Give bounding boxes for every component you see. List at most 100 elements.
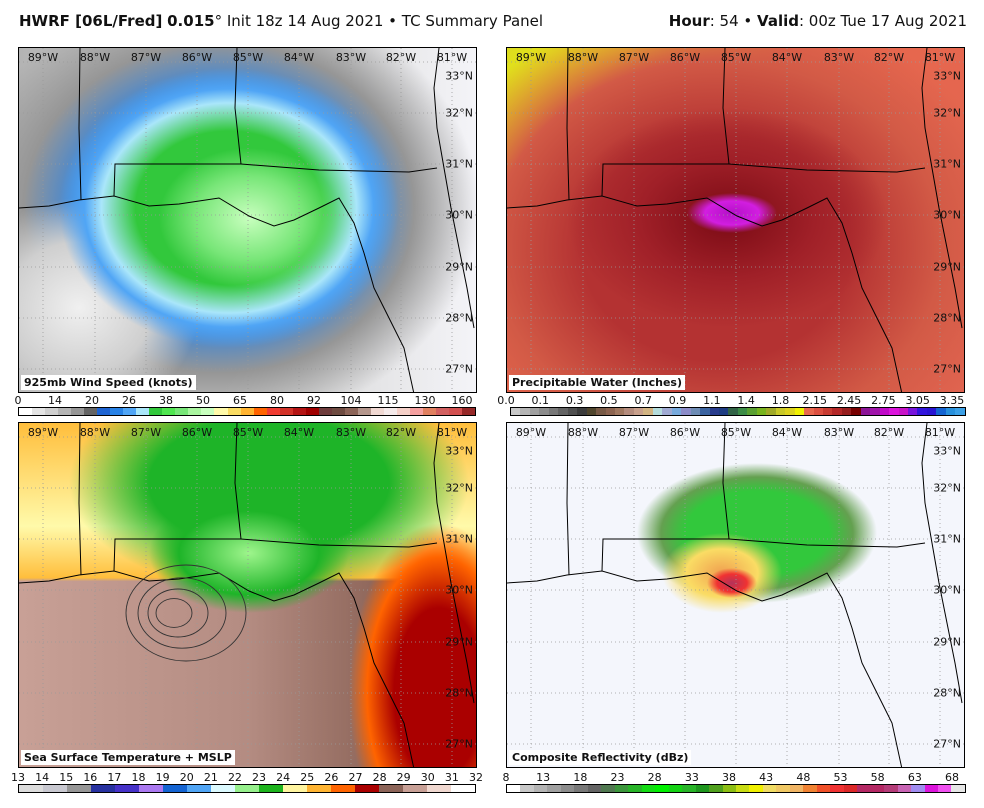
colorbar-tick-label: 58 [870,771,885,784]
lat-label: 32°N [933,481,961,495]
colorbar-swatch [775,408,786,415]
colorbar-swatch [383,408,397,415]
colorbar-swatch [695,785,710,792]
state-border-ms-al [566,423,570,576]
colorbar-swatch [357,408,371,415]
lon-label: 87°W [618,426,650,439]
lat-label: 33°N [445,69,473,83]
colorbar-tick-label: 104 [340,394,362,407]
colorbar-swatch [422,408,436,415]
lon-label: 83°W [823,51,855,64]
lon-label: 85°W [720,426,752,439]
colorbar-swatch [614,785,629,792]
colorbar-tick-label: 31 [444,771,459,784]
colorbar-swatch [747,408,757,415]
colorbar-swatch [924,785,938,792]
colorbar-wind-speed: 0 14 20 26 38 50 65 80 92 104 115 130 160 [14,394,476,418]
colorbar-swatch [756,408,767,415]
colorbar-swatch [240,408,254,415]
colorbar-tick-label: 53 [833,771,848,784]
colorbar-swatch [822,408,833,415]
colorbar-tick-label: 28 [372,771,387,784]
colorbar-tick-label: 0 [14,394,22,407]
colorbar-tick-label: 26 [324,771,339,784]
colorbar-swatch [709,408,719,415]
colorbar-swatch [331,785,355,792]
lon-label: 87°W [130,51,162,64]
state-border-ms-al [78,48,82,201]
lat-label: 33°N [933,69,961,83]
coastline-east [921,423,963,704]
colorbar-swatch [898,408,909,415]
colorbar-swatch [188,408,202,415]
degree-sign: ° [214,12,223,30]
colorbar-tick-label: 20 [85,394,99,407]
colorbar-tick-label: 14 [48,394,62,407]
colorbar-swatch [936,408,946,415]
lat-label: 30°N [445,583,473,597]
colorbar-swatch [283,785,307,792]
colorbar-swatch [830,785,844,792]
coastline [507,195,903,392]
colorbar-swatch [737,408,748,415]
colorbar-tick-label: 63 [907,771,922,784]
colorbar-swatch [123,408,137,415]
colorbar-swatch [762,785,777,792]
lat-label: 29°N [445,635,473,649]
lon-label: 86°W [669,51,701,64]
colorbar-swatch [43,785,67,792]
lon-label: 81°W [924,51,956,64]
colorbar-tick-label: 17 [107,771,122,784]
colorbar-swatch [511,408,521,415]
colorbar-swatch [318,408,332,415]
colorbar-swatch [214,408,228,415]
colorbar-tick-label: 16 [83,771,98,784]
colorbar-swatch [889,408,899,415]
lon-label: 89°W [27,51,59,64]
colorbar-tick-label: 3.05 [905,394,930,407]
colorbar-swatch [843,785,858,792]
colorbar-tick-label: 2.75 [871,394,896,407]
panel-title: 925mb Wind Speed (knots) [21,375,196,390]
state-border-fl [113,163,438,197]
colorbar-tick-label: 26 [122,394,136,407]
colorbar-swatch [813,408,823,415]
lon-label: 84°W [771,426,803,439]
colorbar-swatch [911,785,925,792]
colorbar-tick-label: 22 [227,771,242,784]
colorbar-swatch [451,785,475,792]
colorbar-swatch [71,408,85,415]
colorbar-tick-label: 29 [396,771,411,784]
colorbar-swatch [520,785,534,792]
isobar [137,577,227,649]
lat-label: 32°N [445,481,473,495]
lat-label: 28°N [933,686,961,700]
colorbar-swatch [259,785,283,792]
lon-label: 84°W [283,426,315,439]
map-lines [507,48,964,392]
state-border-al-ga [234,423,242,540]
colorbar-swatch [370,408,384,415]
colorbar-tick-label: 20 [179,771,194,784]
lat-label: 32°N [445,106,473,120]
colorbar-swatch [574,785,588,792]
colorbar-swatch [266,408,280,415]
colorbar-swatch [201,408,215,415]
lon-label: 83°W [335,426,367,439]
lat-label: 30°N [933,208,961,222]
state-border-al-ga [722,48,730,165]
colorbar-tick-label: 48 [796,771,811,784]
colorbar-tick-label: 50 [196,394,210,407]
lon-label: 88°W [79,426,111,439]
colorbar-swatch [643,408,653,415]
isobar [155,598,193,628]
lon-label: 86°W [669,426,701,439]
coastline-east [433,48,475,329]
colorbar-swatch [19,408,33,415]
lon-label: 82°W [873,426,905,439]
state-border-fl [113,538,438,572]
colorbar-swatch [832,408,842,415]
colorbar-swatch [427,785,451,792]
colorbar-swatch [766,408,776,415]
colorbar-swatch [587,785,602,792]
